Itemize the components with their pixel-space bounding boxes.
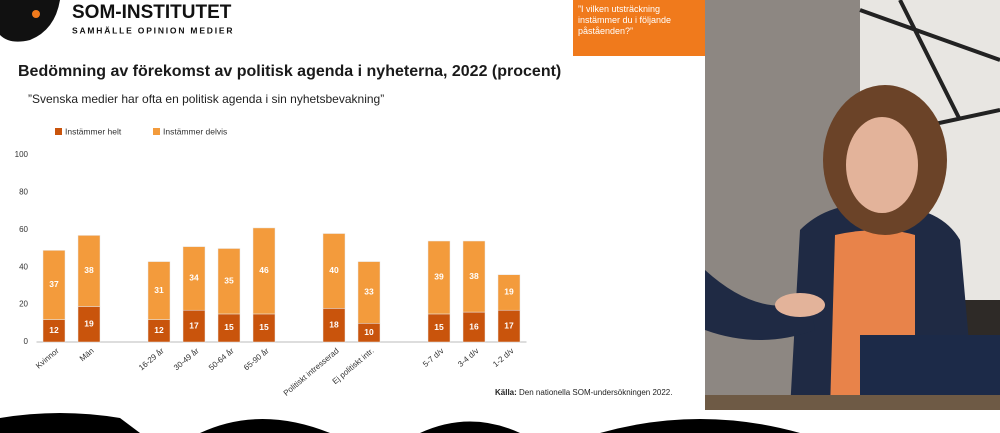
bar-segment <box>322 233 346 309</box>
bar-segment <box>357 261 381 324</box>
legend-label: Instämmer helt <box>65 126 122 136</box>
source-text: Den nationella SOM-undersökningen 2022. <box>519 388 672 397</box>
question-box-text: ”I vilken utsträckning instämmer du i fö… <box>578 4 672 36</box>
presenter-hand <box>775 293 825 317</box>
chart-subtitle: ”Svenska medier har ofta en politisk age… <box>28 92 384 106</box>
legend-label: Instämmer delvis <box>163 126 227 136</box>
data-label: 38 <box>84 265 94 275</box>
y-tick-label: 40 <box>19 262 28 271</box>
question-box <box>573 0 705 56</box>
data-label: 19 <box>84 318 94 328</box>
bar-segment <box>182 246 206 311</box>
data-label: 15 <box>259 322 269 332</box>
logo-name: SOM-INSTITUTET <box>72 2 232 23</box>
bar-segment <box>462 240 486 313</box>
data-label: 39 <box>434 272 444 282</box>
logo-dot <box>32 10 40 18</box>
data-label: 40 <box>329 265 339 275</box>
data-label: 35 <box>224 275 234 285</box>
bar-segment <box>42 250 66 320</box>
data-label: 34 <box>189 273 199 283</box>
legend-swatch <box>153 128 160 135</box>
bar-segment <box>147 261 171 320</box>
data-label: 18 <box>329 319 339 329</box>
data-label: 17 <box>504 320 514 330</box>
slide-background <box>0 0 705 410</box>
bar-segment <box>217 248 241 315</box>
y-tick-label: 80 <box>19 188 28 197</box>
data-label: 19 <box>504 287 514 297</box>
y-tick-label: 60 <box>19 225 28 234</box>
data-label: 31 <box>154 285 164 295</box>
y-tick-label: 20 <box>19 300 28 309</box>
logo-tagline: SAMHÄLLE OPINION MEDIER <box>72 25 234 35</box>
data-label: 12 <box>154 325 164 335</box>
data-label: 16 <box>469 321 479 331</box>
data-label: 33 <box>364 287 374 297</box>
bottom-shapes <box>0 413 800 433</box>
data-label: 10 <box>364 327 374 337</box>
data-label: 17 <box>189 320 199 330</box>
bar-segment <box>427 240 451 315</box>
data-label: 37 <box>49 279 59 289</box>
source-label: Källa: <box>495 388 517 397</box>
data-label: 46 <box>259 265 269 275</box>
logo-map <box>0 0 60 42</box>
legend-swatch <box>55 128 62 135</box>
data-label: 15 <box>224 322 234 332</box>
y-tick-label: 100 <box>15 150 29 159</box>
data-label: 15 <box>434 322 444 332</box>
chart-title: Bedömning av förekomst av politisk agend… <box>18 63 561 80</box>
bar-segment <box>252 227 276 315</box>
desk <box>705 395 1000 410</box>
laptop <box>860 335 1000 395</box>
data-label: 38 <box>469 271 479 281</box>
bar-segment <box>77 235 101 307</box>
question-box-text-container: ”I vilken utsträckning instämmer du i fö… <box>578 4 672 36</box>
source: Källa: Den nationella SOM-undersökningen… <box>495 388 672 397</box>
presenter-face <box>846 117 918 213</box>
data-label: 12 <box>49 325 59 335</box>
bar-segment <box>497 274 521 311</box>
presenter-arm <box>705 270 815 340</box>
y-tick-label: 0 <box>24 337 29 346</box>
